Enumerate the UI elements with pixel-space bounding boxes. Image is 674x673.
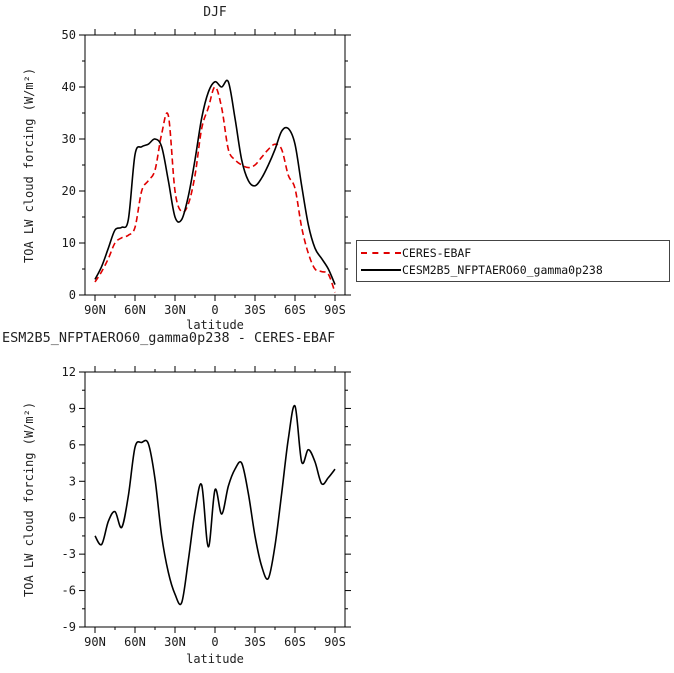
top-chart-plot: 0 10 20 30 40 50 90N 60N 30N 0 30S 60S 90S (62, 28, 351, 317)
legend-label-cesm: CESM2B5_NFPTAERO60_gamma0p238 (402, 262, 603, 277)
svg-text:30N: 30N (164, 303, 186, 317)
svg-text:90S: 90S (324, 303, 346, 317)
svg-text:12: 12 (62, 365, 76, 379)
legend-entry-cesm: CESM2B5_NFPTAERO60_gamma0p238 (361, 261, 665, 278)
top-chart-title: DJF (203, 5, 227, 20)
svg-text:60S: 60S (284, 303, 306, 317)
svg-text:-9: -9 (62, 620, 76, 634)
svg-text:6: 6 (69, 438, 76, 452)
black-solid-line-sample (361, 268, 401, 271)
bottom-chart-x-axis-label: latitude (186, 652, 244, 666)
svg-text:0: 0 (69, 288, 76, 302)
svg-text:-3: -3 (62, 547, 76, 561)
bottom-chart-plot: -9 -6 -3 0 3 6 9 12 90N 60N 30N 0 30S 60S 90S (62, 365, 351, 649)
svg-text:60N: 60N (124, 303, 146, 317)
svg-text:90N: 90N (84, 635, 106, 649)
svg-text:30N: 30N (164, 635, 186, 649)
svg-text:10: 10 (62, 236, 76, 250)
svg-text:30S: 30S (244, 303, 266, 317)
svg-text:0: 0 (211, 635, 218, 649)
svg-text:60N: 60N (124, 635, 146, 649)
svg-text:60S: 60S (284, 635, 306, 649)
svg-text:0: 0 (69, 511, 76, 525)
svg-text:3: 3 (69, 474, 76, 488)
bottom-chart-title: ESM2B5_NFPTAERO60_gamma0p238 - CERES-EBA… (2, 330, 336, 346)
svg-text:20: 20 (62, 184, 76, 198)
svg-text:-6: -6 (62, 584, 76, 598)
legend: CERES-EBAF CESM2B5_NFPTAERO60_gamma0p238 (356, 240, 670, 282)
top-chart-x-axis-label: latitude (186, 318, 244, 332)
svg-text:40: 40 (62, 80, 76, 94)
svg-text:90N: 90N (84, 303, 106, 317)
red-dashed-line-sample (361, 251, 401, 254)
svg-text:50: 50 (62, 28, 76, 42)
svg-text:30S: 30S (244, 635, 266, 649)
svg-text:9: 9 (69, 401, 76, 415)
svg-text:90S: 90S (324, 635, 346, 649)
legend-label-ceres: CERES-EBAF (402, 245, 472, 260)
svg-text:30: 30 (62, 132, 76, 146)
svg-text:0: 0 (211, 303, 218, 317)
legend-entry-ceres: CERES-EBAF (361, 244, 665, 261)
